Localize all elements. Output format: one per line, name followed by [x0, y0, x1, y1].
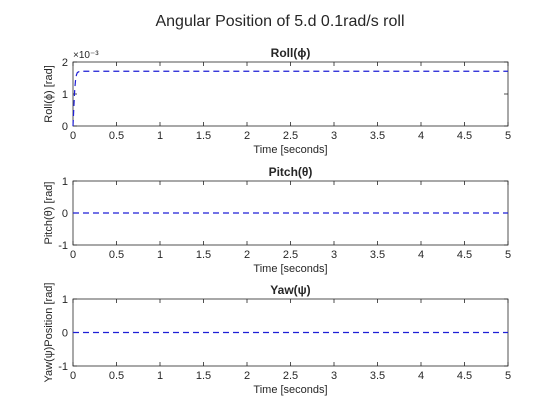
x-tick-label: 1.5 — [196, 370, 211, 382]
subplot-title: Roll(ϕ) — [271, 46, 311, 60]
x-tick-label: 2.5 — [283, 370, 298, 382]
y-tick-label: 0 — [62, 328, 68, 340]
x-tick-label: 4 — [418, 370, 424, 382]
y-tick-label: 0 — [62, 208, 68, 220]
x-tick-label: 1.5 — [196, 249, 211, 261]
x-tick-label: 0 — [70, 370, 76, 382]
x-tick-label: 4.5 — [457, 130, 472, 142]
y-axis-label: Roll(ϕ) [rad] — [43, 65, 55, 123]
x-tick-label: 5 — [505, 130, 511, 142]
y-tick-label: 1 — [62, 89, 68, 101]
x-tick-label: 2 — [244, 370, 250, 382]
x-tick-label: 4 — [418, 130, 424, 142]
x-tick-label: 5 — [505, 249, 511, 261]
subplot-title: Pitch(θ) — [269, 165, 313, 179]
x-tick-label: 4.5 — [457, 370, 472, 382]
y-tick-label: 1 — [62, 294, 68, 306]
subplot-1: Roll(ϕ) 0 0.5 1 1.5 2 2.5 3 3.5 4 4.5 5 0 1 2 ×10⁻³ Time… — [43, 46, 511, 156]
x-tick-label: 3.5 — [370, 370, 385, 382]
x-tick-label: 0 — [70, 249, 76, 261]
x-tick-label: 2 — [244, 249, 250, 261]
x-tick-label: 0.5 — [109, 130, 124, 142]
y-tick-label: 1 — [62, 176, 68, 188]
x-tick-label: 0.5 — [109, 370, 124, 382]
x-tick-label: 1.5 — [196, 130, 211, 142]
x-tick-label: 1 — [157, 249, 163, 261]
x-axis-label: Time [seconds] — [253, 144, 327, 156]
series-line-1 — [72, 70, 508, 127]
figure-title: Angular Position of 5.d 0.1rad/s roll — [155, 13, 404, 30]
x-tick-label: 3 — [331, 130, 337, 142]
x-tick-label: 1 — [157, 370, 163, 382]
subplot-title: Yaw(ψ) — [270, 283, 310, 297]
y-tick-label: 0 — [62, 121, 68, 133]
y-tick-label: 2 — [62, 57, 68, 69]
x-tick-label: 5 — [505, 370, 511, 382]
x-tick-label: 2.5 — [283, 130, 298, 142]
x-tick-label: 4.5 — [457, 249, 472, 261]
x-tick-label: 3 — [331, 370, 337, 382]
subplots: Roll(ϕ) 0 0.5 1 1.5 2 2.5 3 3.5 4 4.5 5 0 1 2 ×10⁻³ Time… — [43, 46, 511, 396]
x-tick-label: 3.5 — [370, 130, 385, 142]
x-tick-label: 2 — [244, 130, 250, 142]
x-tick-label: 1 — [157, 130, 163, 142]
y-multiplier: ×10⁻³ — [73, 50, 99, 61]
y-axis-label: Yaw(ψ)Position [rad] — [43, 283, 55, 383]
x-tick-label: 3.5 — [370, 249, 385, 261]
y-axis-label: Pitch(θ) [rad] — [43, 182, 55, 245]
y-tick-label: -1 — [58, 361, 68, 373]
x-tick-label: 4 — [418, 249, 424, 261]
x-axis-label: Time [seconds] — [253, 384, 327, 396]
x-axis-label: Time [seconds] — [253, 263, 327, 275]
x-tick-label: 2.5 — [283, 249, 298, 261]
x-tick-label: 0 — [70, 130, 76, 142]
x-tick-label: 3 — [331, 249, 337, 261]
y-tick-label: -1 — [58, 240, 68, 252]
x-tick-label: 0.5 — [109, 249, 124, 261]
axes-box — [72, 61, 509, 127]
